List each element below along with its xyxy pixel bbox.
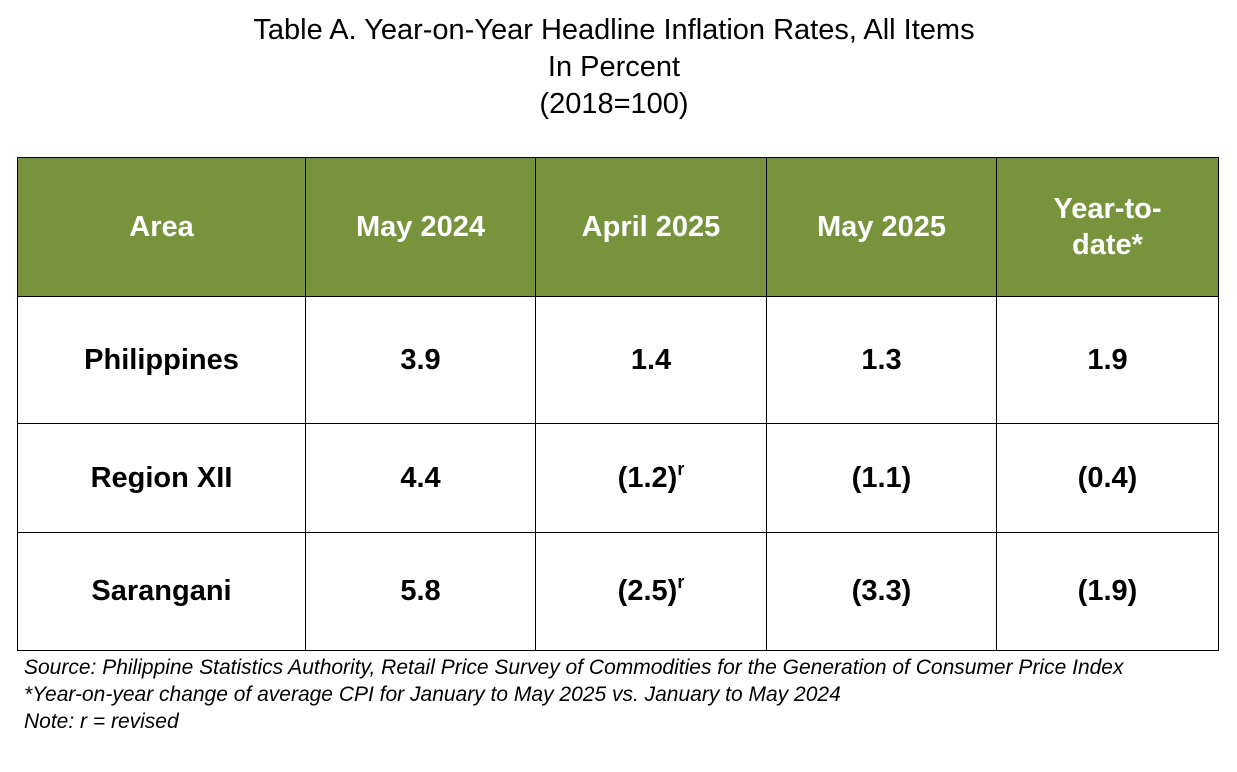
- table-row: Sarangani 5.8 (2.5)r (3.3) (1.9): [17, 532, 1219, 651]
- column-header-may-2024: May 2024: [305, 157, 536, 297]
- table-notes: Source: Philippine Statistics Authority,…: [24, 654, 1168, 735]
- revised-mark: r: [677, 458, 685, 479]
- table-row: Philippines 3.9 1.4 1.3 1.9: [17, 296, 1219, 424]
- may-2024-cell: 5.8: [305, 532, 536, 651]
- year-to-date-footnote: *Year-on-year change of average CPI for …: [24, 683, 841, 706]
- april-2025-value: (2.5): [617, 575, 678, 607]
- column-header-may-2025: May 2025: [766, 157, 997, 297]
- revised-mark: r: [677, 572, 685, 592]
- year-to-date-cell: 1.9: [996, 296, 1219, 424]
- may-2025-cell: (3.3): [766, 532, 997, 651]
- table-row: Region XII 4.4 (1.2)r (1.1) (0.4): [17, 423, 1219, 533]
- column-header-april-2025: April 2025: [535, 157, 767, 297]
- area-cell: Philippines: [17, 296, 306, 424]
- table-title: Table A. Year-on-Year Headline Inflation…: [0, 12, 1228, 123]
- title-unit: In Percent: [547, 51, 681, 83]
- area-cell: Region XII: [17, 423, 306, 533]
- inflation-table: Area May 2024 April 2025 May 2025 Year-t…: [17, 157, 1219, 651]
- may-2025-cell: (1.1): [766, 423, 997, 533]
- area-cell: Sarangani: [17, 532, 306, 651]
- title-main: Table A. Year-on-Year Headline Inflation…: [253, 14, 975, 46]
- title-base-year: (2018=100): [539, 88, 689, 120]
- may-2024-cell: 4.4: [305, 423, 536, 533]
- revised-footnote: Note: r = revised: [24, 710, 179, 733]
- april-2025-cell: (2.5)r: [535, 532, 767, 651]
- year-to-date-label: Year-to-date*: [1053, 193, 1162, 261]
- may-2024-cell: 3.9: [305, 296, 536, 424]
- source-note: Source: Philippine Statistics Authority,…: [24, 656, 1124, 679]
- header-row: Area May 2024 April 2025 May 2025 Year-t…: [17, 157, 1219, 297]
- april-2025-value: 1.4: [630, 343, 672, 376]
- column-header-year-to-date: Year-to-date*: [996, 157, 1219, 297]
- year-to-date-cell: (1.9): [996, 532, 1219, 651]
- april-2025-value: (1.2): [617, 461, 678, 494]
- column-header-area: Area: [17, 157, 306, 297]
- april-2025-cell: 1.4: [535, 296, 767, 424]
- year-to-date-cell: (0.4): [996, 423, 1219, 533]
- april-2025-cell: (1.2)r: [535, 423, 767, 533]
- may-2025-cell: 1.3: [766, 296, 997, 424]
